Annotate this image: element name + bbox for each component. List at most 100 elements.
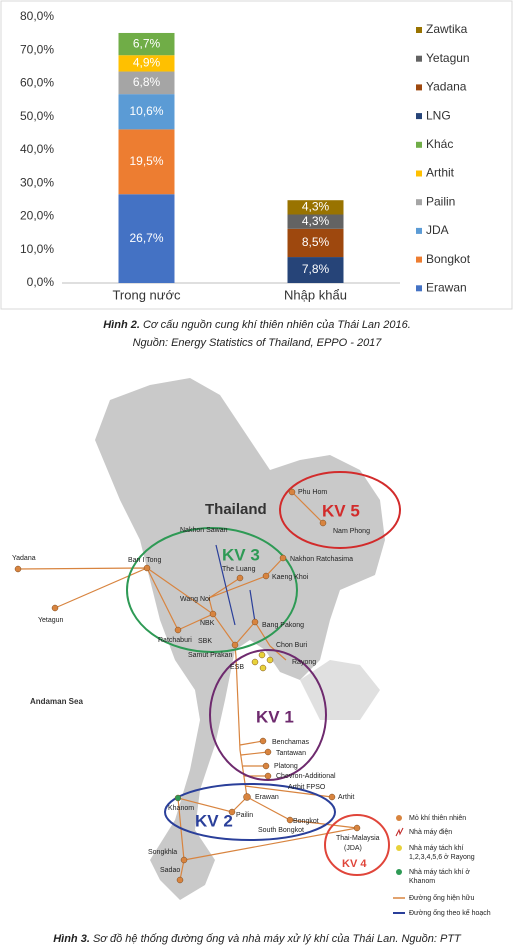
legend-label: Mỏ khí thiên nhiên xyxy=(409,814,466,822)
node-label: Chevron-Additional xyxy=(276,773,336,780)
region-circle xyxy=(279,471,401,549)
chart: 0,0% 10,0% 20,0% 30,0% 40,0% 50,0% 60,0% 70,0% 8… xyxy=(0,0,513,310)
y-tick-label: 10,0% xyxy=(20,242,54,256)
node-label: Bongkot xyxy=(293,818,319,825)
node-label: Sadao xyxy=(160,867,180,874)
caption: Hình 2. Cơ cấu nguồn cung khí thiên nhiê… xyxy=(103,319,411,331)
x-tick-label: Nhập khẩu xyxy=(284,287,347,302)
node xyxy=(353,824,361,832)
legend-swatch xyxy=(416,84,422,91)
y-tick-label: 70,0% xyxy=(20,42,54,56)
node-label: Khanom xyxy=(168,805,194,812)
legend-label: Khanom xyxy=(409,878,435,885)
region-label: KV 1 xyxy=(256,707,294,726)
node-label: Ratchaburi xyxy=(158,637,192,644)
node-label: Yadana xyxy=(12,555,36,562)
value-label: 4,9% xyxy=(133,56,161,70)
region-label: KV 5 xyxy=(322,501,360,520)
node xyxy=(262,572,270,580)
legend-label: Nhà máy tách khí ở xyxy=(409,868,470,876)
node xyxy=(262,762,270,770)
region-circle xyxy=(164,783,336,841)
legend-swatch xyxy=(416,27,422,33)
pipelines-planned xyxy=(215,544,256,626)
node xyxy=(174,626,182,634)
node-label: Pailin xyxy=(236,812,253,819)
node xyxy=(236,574,244,582)
value-label: 4,3% xyxy=(302,214,330,228)
legend-symbol xyxy=(396,845,402,851)
region-label: KV 2 xyxy=(195,811,233,830)
bar-segment xyxy=(118,129,175,195)
value-label: 4,3% xyxy=(302,200,330,214)
region-label: KV 4 xyxy=(342,858,367,870)
node-label: Arthit FPSO xyxy=(288,784,326,791)
node-label: ESB xyxy=(230,664,244,671)
bar-segment xyxy=(118,55,175,72)
value-label: 8,5% xyxy=(302,235,330,249)
legend-symbol xyxy=(396,815,402,821)
node xyxy=(174,794,182,802)
region-circle xyxy=(324,814,390,876)
y-tick-label: 30,0% xyxy=(20,175,54,189)
caption: Hình 3. Sơ đồ hệ thống đường ống và nhà … xyxy=(53,933,462,945)
legend-swatch xyxy=(416,170,422,177)
caption-text: Sơ đồ hệ thống đường ống và nhà máy xử l… xyxy=(93,933,462,945)
node-label: South Bongkot xyxy=(258,827,304,834)
node-label: Arthit xyxy=(338,794,354,801)
node-label: Yetagun xyxy=(38,617,64,624)
legend-label: Đường ống theo kế hoạch xyxy=(409,908,491,917)
node xyxy=(279,554,287,562)
node-label: Songkhla xyxy=(148,849,177,856)
caption-source: Nguồn: Energy Statistics of Thailand, EP… xyxy=(133,337,383,349)
node xyxy=(264,772,272,780)
node-label: Tantawan xyxy=(276,750,306,757)
map: Thailand Andaman Sea KV 1 KV 2 KV 3 KV 4… xyxy=(12,378,491,917)
node xyxy=(319,519,327,527)
node-label: Bang Pakong xyxy=(262,622,304,629)
node xyxy=(288,488,296,496)
node-label: Rayong xyxy=(292,659,316,666)
node-label: Chon Buri xyxy=(276,642,308,649)
value-label: 7,8% xyxy=(302,262,330,276)
x-tick-label: Trong nước xyxy=(112,287,181,302)
value-label: 6,7% xyxy=(133,36,161,50)
value-label: 26,7% xyxy=(129,231,163,245)
legend-label: Erawan xyxy=(426,280,467,294)
sea-label: Andaman Sea xyxy=(30,697,83,706)
node xyxy=(328,793,336,801)
neighbor-shape xyxy=(300,660,380,720)
node xyxy=(286,816,294,824)
legend-label: JDA xyxy=(426,223,449,237)
node xyxy=(243,793,251,801)
pipe xyxy=(291,491,324,524)
node xyxy=(228,808,236,816)
bar-segment xyxy=(287,214,344,229)
legend-label: Arthit xyxy=(426,166,455,180)
value-label: 6,8% xyxy=(133,75,161,89)
node xyxy=(231,641,239,649)
chart-frame xyxy=(0,0,513,310)
bar-segment xyxy=(287,200,344,215)
bar-segment xyxy=(118,32,175,56)
node-label: Kaeng Khoi xyxy=(272,574,309,581)
node-label: The Luang xyxy=(222,566,256,573)
node xyxy=(251,618,259,626)
legend-label: Đường ống hiện hữu xyxy=(409,893,474,902)
legend-symbol xyxy=(396,869,402,875)
figure2-caption: Hình 2. Cơ cấu nguồn cung khí thiên nhiê… xyxy=(103,319,411,349)
node-label: (JDA) xyxy=(344,845,362,852)
y-tick-label: 80,0% xyxy=(20,9,54,23)
caption-label: Hình 2. xyxy=(103,319,140,331)
map-title: Thailand xyxy=(205,501,267,518)
value-label: 10,6% xyxy=(129,104,163,118)
legend-label: Khác xyxy=(426,137,453,151)
caption-text: Cơ cấu nguồn cung khí thiên nhiên của Th… xyxy=(143,319,411,331)
legend-label: Yadana xyxy=(426,80,467,94)
y-tick-label: 50,0% xyxy=(20,109,54,123)
node xyxy=(51,604,59,612)
node-label: Ban I Tong xyxy=(128,557,161,564)
bar-segment xyxy=(118,71,175,95)
node-label: Erawan xyxy=(255,794,279,801)
